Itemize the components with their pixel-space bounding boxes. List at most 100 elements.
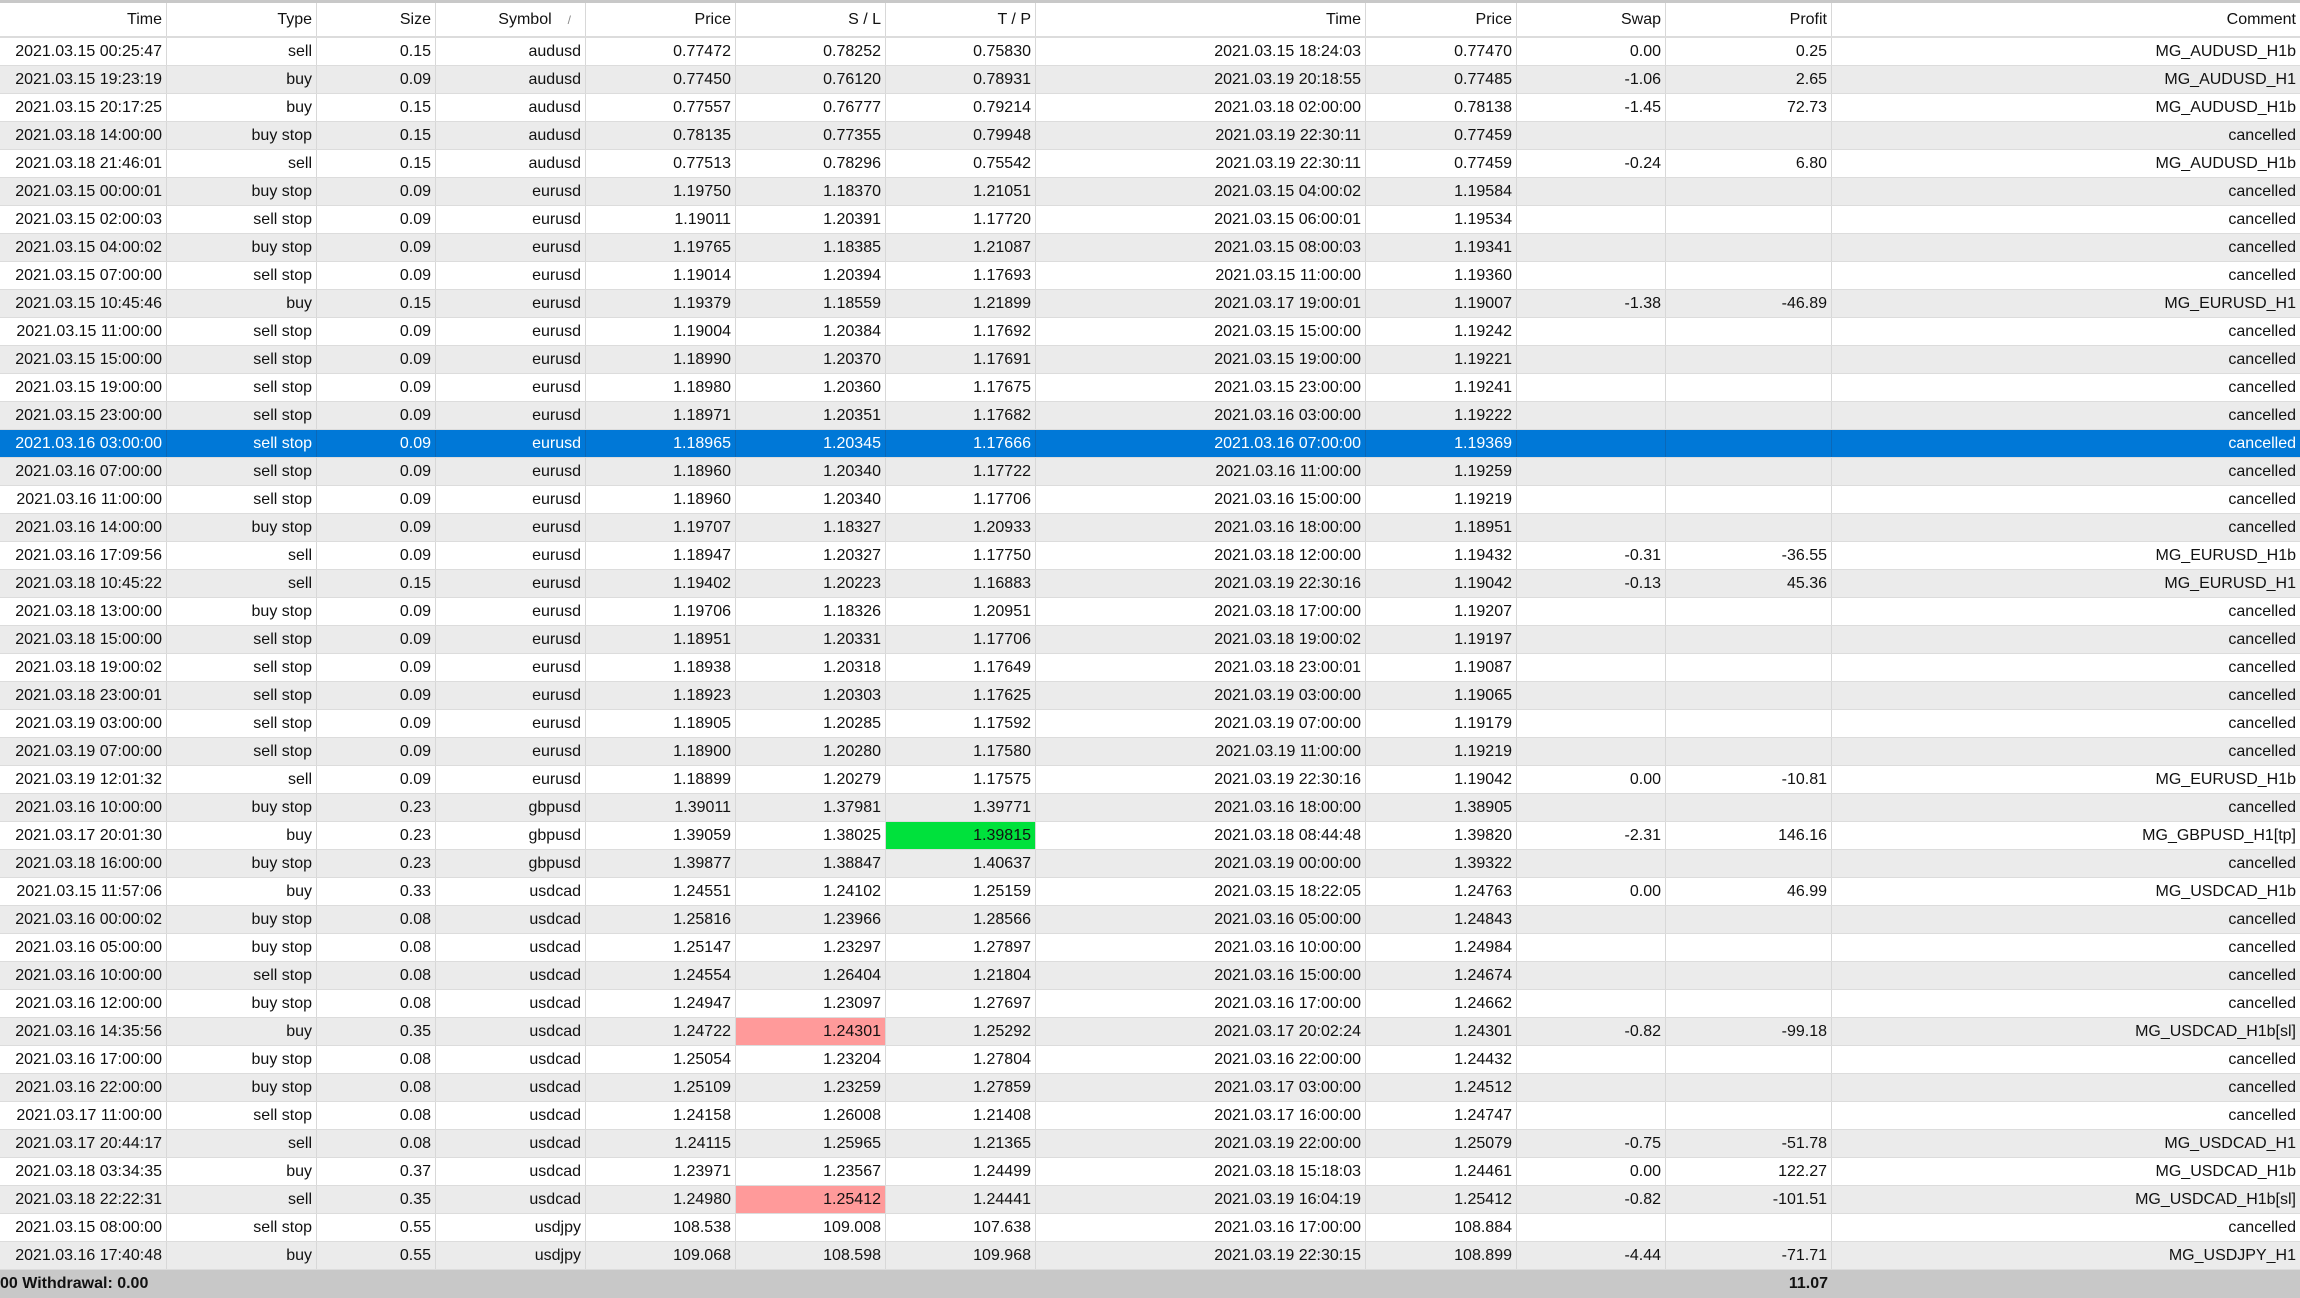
table-row[interactable]: 2021.03.16 17:00:00 buy stop 0.08 usdcad 1.2… bbox=[0, 1046, 2300, 1074]
cell-take-profit: 1.17625 bbox=[886, 682, 1036, 709]
cell-take-profit: 1.17682 bbox=[886, 402, 1036, 429]
cell-open-time: 2021.03.15 19:23:19 bbox=[0, 66, 167, 93]
cell-open-price: 1.18990 bbox=[586, 346, 736, 373]
table-row[interactable]: 2021.03.15 19:00:00 sell stop 0.09 eurusd 1.… bbox=[0, 374, 2300, 402]
column-header-close-price[interactable]: Price bbox=[1366, 3, 1517, 36]
table-row[interactable]: 2021.03.15 23:00:00 sell stop 0.09 eurusd 1.… bbox=[0, 402, 2300, 430]
table-row[interactable]: 2021.03.16 10:00:00 sell stop 0.08 usdcad 1.… bbox=[0, 962, 2300, 990]
cell-profit: 146.16 bbox=[1666, 822, 1832, 849]
table-row[interactable]: 2021.03.15 11:00:00 sell stop 0.09 eurusd 1.… bbox=[0, 318, 2300, 346]
cell-close-price: 1.19534 bbox=[1366, 206, 1517, 233]
table-row[interactable]: 2021.03.18 13:00:00 buy stop 0.09 eurusd 1.1… bbox=[0, 598, 2300, 626]
table-row[interactable]: 2021.03.17 20:44:17 sell 0.08 usdcad 1.24115… bbox=[0, 1130, 2300, 1158]
table-row[interactable]: 2021.03.15 02:00:03 sell stop 0.09 eurusd 1.… bbox=[0, 206, 2300, 234]
cell-stop-loss: 0.78252 bbox=[736, 38, 886, 65]
table-row[interactable]: 2021.03.16 14:00:00 buy stop 0.09 eurusd 1.1… bbox=[0, 514, 2300, 542]
table-row[interactable]: 2021.03.16 17:40:48 buy 0.55 usdjpy 109.068 1… bbox=[0, 1242, 2300, 1270]
cell-swap: -1.38 bbox=[1517, 290, 1666, 317]
cell-open-time: 2021.03.16 05:00:00 bbox=[0, 934, 167, 961]
cell-size: 0.09 bbox=[317, 626, 436, 653]
cell-type: sell stop bbox=[167, 654, 317, 681]
table-row[interactable]: 2021.03.16 11:00:00 sell stop 0.09 eurusd 1.… bbox=[0, 486, 2300, 514]
column-header-type[interactable]: Type bbox=[167, 3, 317, 36]
table-row[interactable]: 2021.03.15 04:00:02 buy stop 0.09 eurusd 1.1… bbox=[0, 234, 2300, 262]
column-header-profit[interactable]: Profit bbox=[1666, 3, 1832, 36]
cell-open-price: 1.24554 bbox=[586, 962, 736, 989]
column-header-comment[interactable]: Comment bbox=[1832, 3, 2300, 36]
column-header-open-time[interactable]: Time bbox=[0, 3, 167, 36]
table-row[interactable]: 2021.03.15 08:00:00 sell stop 0.55 usdjpy 10… bbox=[0, 1214, 2300, 1242]
table-row[interactable]: 2021.03.18 15:00:00 sell stop 0.09 eurusd 1.… bbox=[0, 626, 2300, 654]
cell-profit bbox=[1666, 598, 1832, 625]
table-row[interactable]: 2021.03.18 23:00:01 sell stop 0.09 eurusd 1.… bbox=[0, 682, 2300, 710]
cell-profit: -71.71 bbox=[1666, 1242, 1832, 1269]
cell-open-time: 2021.03.16 22:00:00 bbox=[0, 1074, 167, 1101]
cell-swap bbox=[1517, 682, 1666, 709]
table-row[interactable]: 2021.03.16 14:35:56 buy 0.35 usdcad 1.24722 1… bbox=[0, 1018, 2300, 1046]
cell-size: 0.09 bbox=[317, 318, 436, 345]
table-row[interactable]: 2021.03.15 00:25:47 sell 0.15 audusd 0.77472… bbox=[0, 38, 2300, 66]
table-row[interactable]: 2021.03.15 20:17:25 buy 0.15 audusd 0.77557 0… bbox=[0, 94, 2300, 122]
table-row[interactable]: 2021.03.17 20:01:30 buy 0.23 gbpusd 1.39059 1… bbox=[0, 822, 2300, 850]
table-row[interactable]: 2021.03.16 07:00:00 sell stop 0.09 eurusd 1.… bbox=[0, 458, 2300, 486]
table-row[interactable]: 2021.03.18 14:00:00 buy stop 0.15 audusd 0.7… bbox=[0, 122, 2300, 150]
table-row[interactable]: 2021.03.16 12:00:00 buy stop 0.08 usdcad 1.2… bbox=[0, 990, 2300, 1018]
cell-comment: cancelled bbox=[2228, 911, 2296, 928]
cell-swap bbox=[1517, 178, 1666, 205]
cell-take-profit: 0.78931 bbox=[886, 66, 1036, 93]
table-row[interactable]: 2021.03.18 21:46:01 sell 0.15 audusd 0.77513… bbox=[0, 150, 2300, 178]
table-row[interactable]: 2021.03.15 11:57:06 buy 0.33 usdcad 1.24551 1… bbox=[0, 878, 2300, 906]
cell-close-price: 1.24843 bbox=[1366, 906, 1517, 933]
table-row[interactable]: 2021.03.16 05:00:00 buy stop 0.08 usdcad 1.2… bbox=[0, 934, 2300, 962]
column-header-stop-loss[interactable]: S / L bbox=[736, 3, 886, 36]
table-row[interactable]: 2021.03.18 19:00:02 sell stop 0.09 eurusd 1.… bbox=[0, 654, 2300, 682]
column-header-close-time[interactable]: Time bbox=[1036, 3, 1366, 36]
cell-comment: MG_USDCAD_H1b[sl] bbox=[2135, 1023, 2296, 1040]
cell-close-time: 2021.03.15 19:00:00 bbox=[1036, 346, 1366, 373]
cell-open-price: 1.19014 bbox=[586, 262, 736, 289]
table-row[interactable]: 2021.03.19 12:01:32 sell 0.09 eurusd 1.18899… bbox=[0, 766, 2300, 794]
cell-profit bbox=[1666, 206, 1832, 233]
table-row[interactable]: 2021.03.18 03:34:35 buy 0.37 usdcad 1.23971 1… bbox=[0, 1158, 2300, 1186]
table-row[interactable]: 2021.03.17 11:00:00 sell stop 0.08 usdcad 1.… bbox=[0, 1102, 2300, 1130]
table-row[interactable]: 2021.03.16 00:00:02 buy stop 0.08 usdcad 1.2… bbox=[0, 906, 2300, 934]
column-header-take-profit[interactable]: T / P bbox=[886, 3, 1036, 36]
cell-close-price: 1.19042 bbox=[1366, 766, 1517, 793]
table-row[interactable]: 2021.03.16 17:09:56 sell 0.09 eurusd 1.18947… bbox=[0, 542, 2300, 570]
cell-open-price: 109.068 bbox=[586, 1242, 736, 1269]
cell-close-price: 1.19584 bbox=[1366, 178, 1517, 205]
table-row[interactable]: 2021.03.15 07:00:00 sell stop 0.09 eurusd 1.… bbox=[0, 262, 2300, 290]
table-row[interactable]: 2021.03.15 10:45:46 buy 0.15 eurusd 1.19379 1… bbox=[0, 290, 2300, 318]
column-header-label: Price bbox=[1475, 11, 1512, 28]
cell-type: sell stop bbox=[167, 206, 317, 233]
footer-summary: 00 Withdrawal: 0.00 bbox=[0, 1275, 149, 1292]
table-row[interactable]: 2021.03.15 00:00:01 buy stop 0.09 eurusd 1.1… bbox=[0, 178, 2300, 206]
cell-swap: -0.31 bbox=[1517, 542, 1666, 569]
cell-take-profit: 0.79214 bbox=[886, 94, 1036, 121]
cell-comment: cancelled bbox=[2228, 967, 2296, 984]
table-row[interactable]: 2021.03.15 15:00:00 sell stop 0.09 eurusd 1.… bbox=[0, 346, 2300, 374]
table-row[interactable]: 2021.03.16 03:00:00 sell stop 0.09 eurusd 1.… bbox=[0, 430, 2300, 458]
column-header-open-price[interactable]: Price bbox=[586, 3, 736, 36]
column-header-size[interactable]: Size bbox=[317, 3, 436, 36]
cell-open-price: 1.24722 bbox=[586, 1018, 736, 1045]
table-row[interactable]: 2021.03.15 19:23:19 buy 0.09 audusd 0.77450 0… bbox=[0, 66, 2300, 94]
table-row[interactable]: 2021.03.19 07:00:00 sell stop 0.09 eurusd 1.… bbox=[0, 738, 2300, 766]
cell-take-profit: 1.21365 bbox=[886, 1130, 1036, 1157]
cell-type: buy bbox=[167, 1018, 317, 1045]
table-row[interactable]: 2021.03.18 16:00:00 buy stop 0.23 gbpusd 1.3… bbox=[0, 850, 2300, 878]
cell-comment: cancelled bbox=[2228, 1079, 2296, 1096]
table-row[interactable]: 2021.03.18 22:22:31 sell 0.35 usdcad 1.24980… bbox=[0, 1186, 2300, 1214]
table-row[interactable]: 2021.03.16 10:00:00 buy stop 0.23 gbpusd 1.3… bbox=[0, 794, 2300, 822]
column-header-symbol[interactable]: Symbol / bbox=[436, 3, 586, 36]
cell-comment: cancelled bbox=[2228, 1219, 2296, 1236]
column-header-swap[interactable]: Swap bbox=[1517, 3, 1666, 36]
cell-stop-loss: 0.76120 bbox=[736, 66, 886, 93]
cell-comment: MG_USDCAD_H1 bbox=[2164, 1135, 2296, 1152]
table-row[interactable]: 2021.03.18 10:45:22 sell 0.15 eurusd 1.19402… bbox=[0, 570, 2300, 598]
cell-close-time: 2021.03.18 02:00:00 bbox=[1036, 94, 1366, 121]
table-row[interactable]: 2021.03.19 03:00:00 sell stop 0.09 eurusd 1.… bbox=[0, 710, 2300, 738]
cell-stop-loss: 1.20340 bbox=[736, 458, 886, 485]
cell-profit: -46.89 bbox=[1666, 290, 1832, 317]
table-row[interactable]: 2021.03.16 22:00:00 buy stop 0.08 usdcad 1.2… bbox=[0, 1074, 2300, 1102]
